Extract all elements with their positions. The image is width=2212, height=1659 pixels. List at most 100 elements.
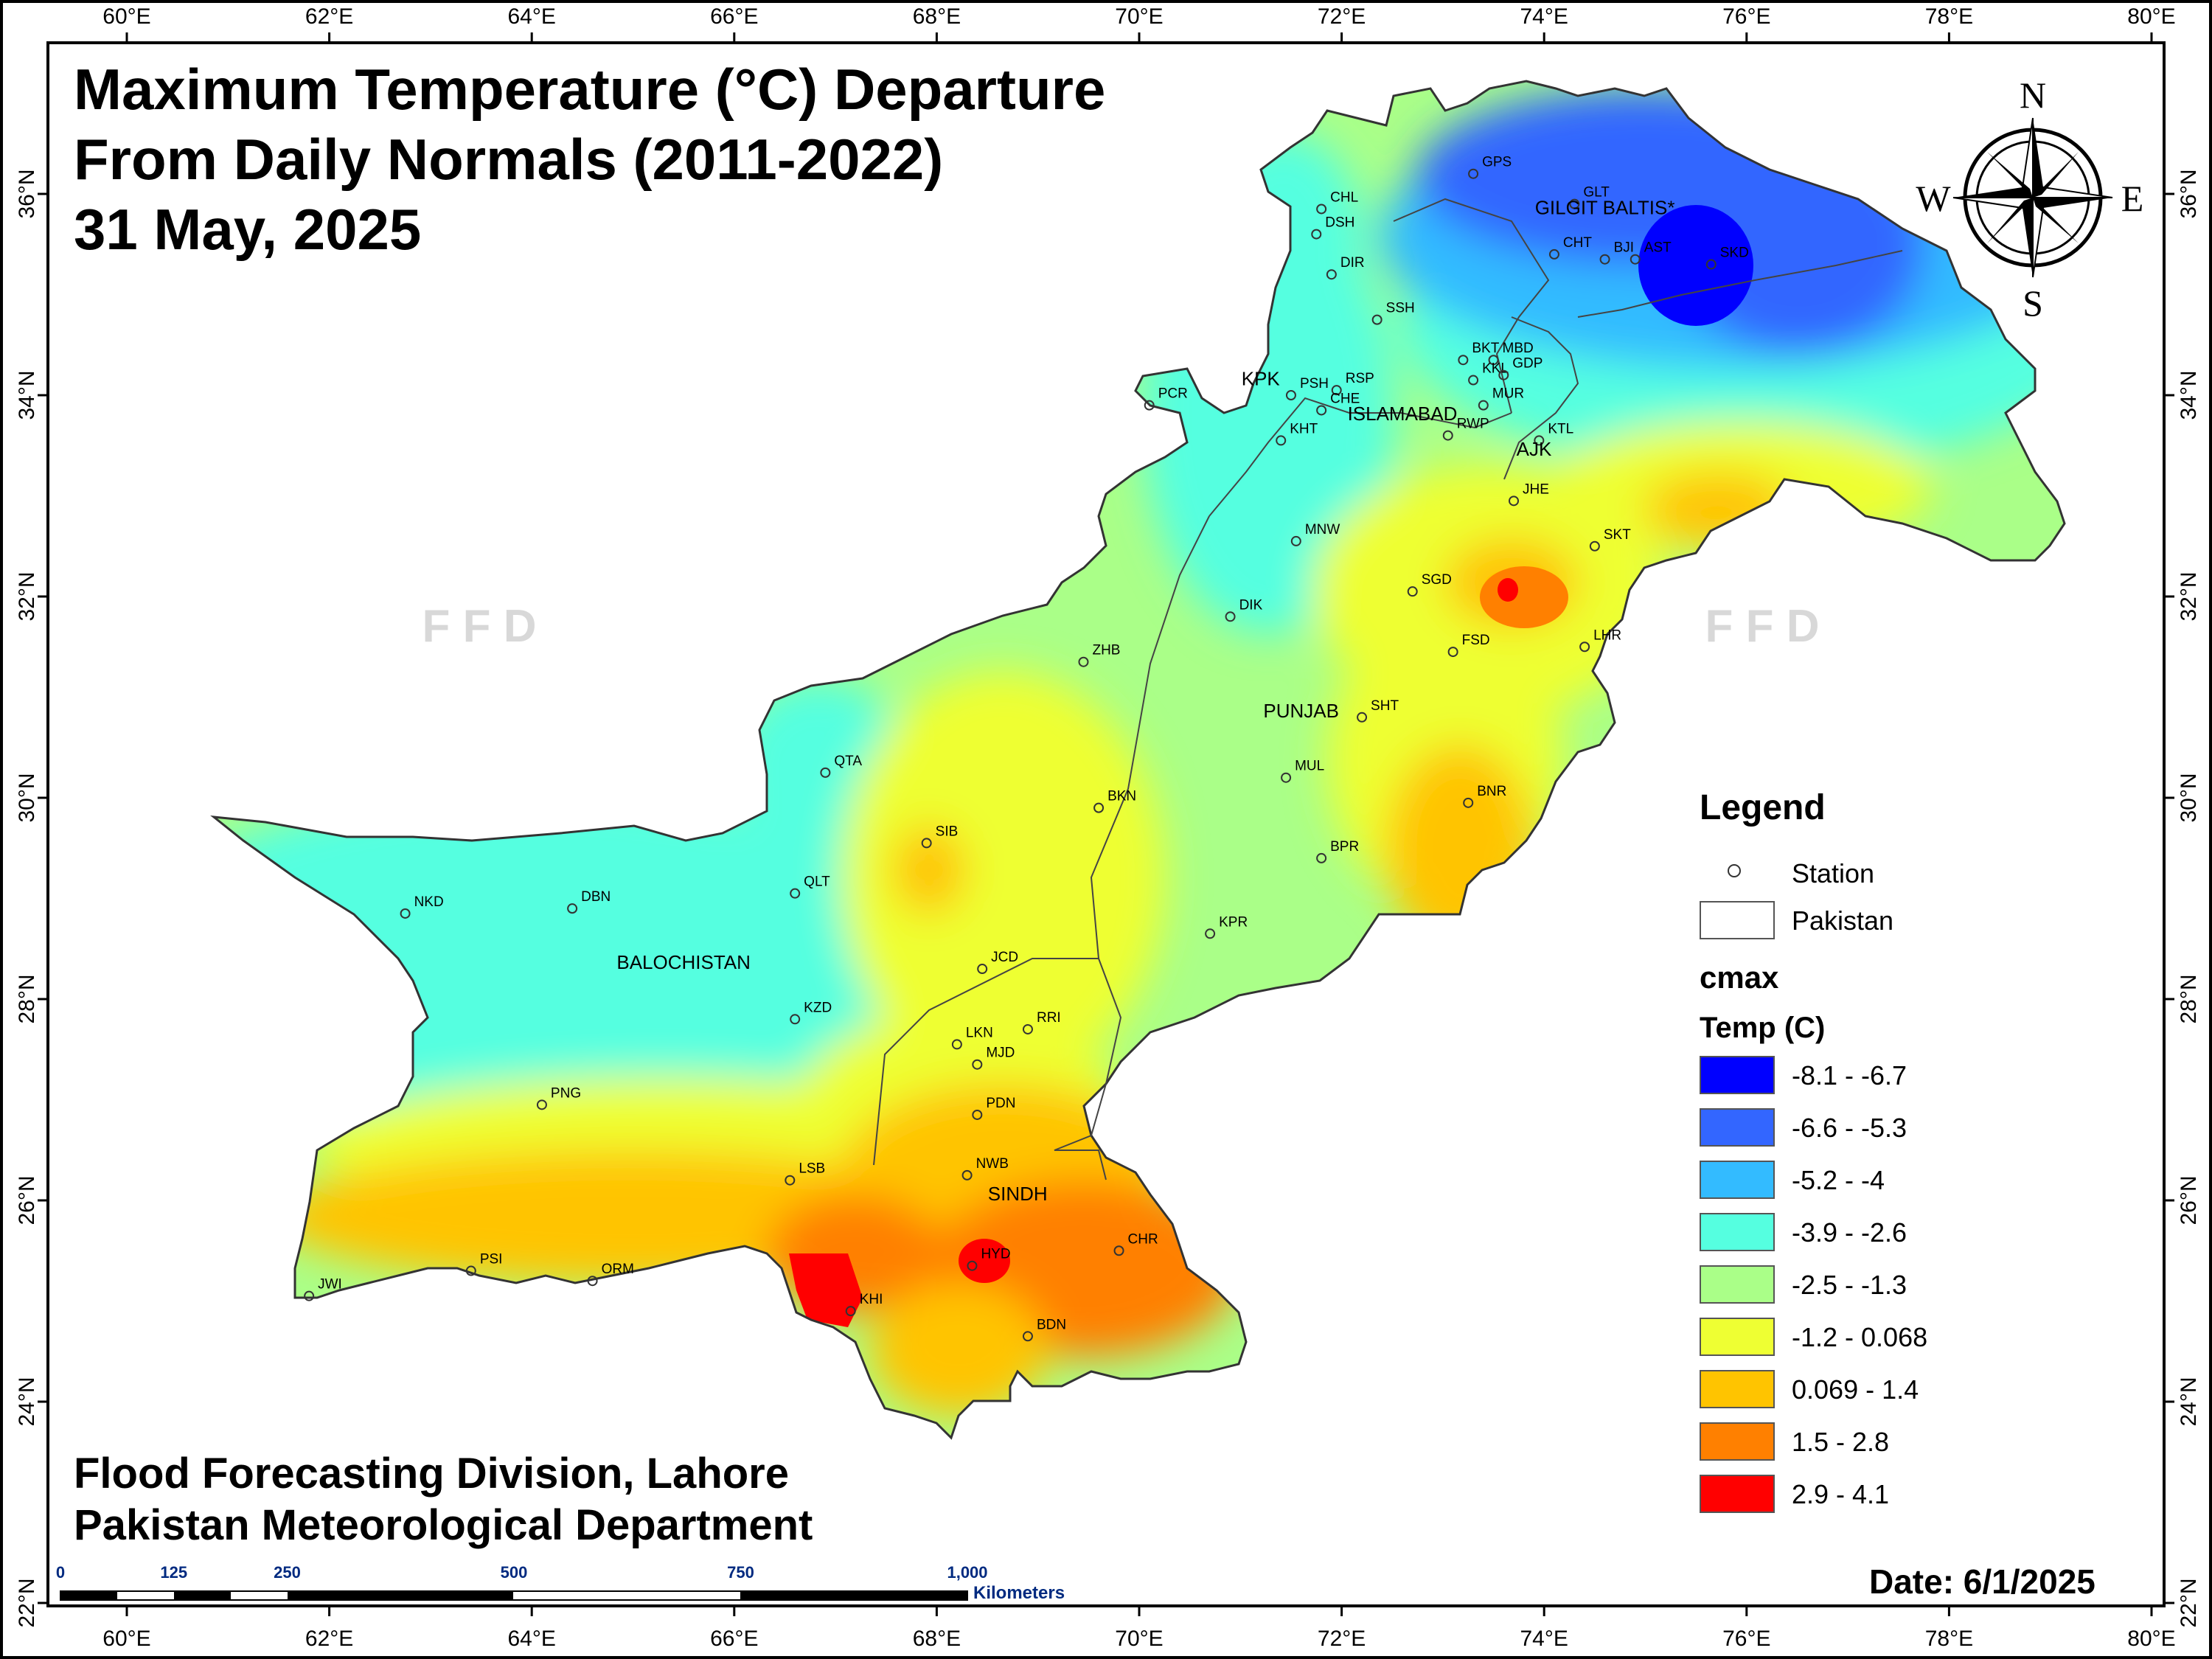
legend-class-swatch	[1700, 1370, 1775, 1408]
legend-class-entry: -1.2 - 0.068	[1700, 1318, 2142, 1356]
compass-label-e: E	[2121, 178, 2144, 219]
lat-label-right: 32°N	[2177, 571, 2201, 621]
legend-class-label: -2.5 - -1.3	[1792, 1270, 1907, 1300]
station-marker	[587, 1276, 598, 1287]
station-marker	[1144, 400, 1155, 411]
station-label: SIB	[936, 824, 959, 839]
station-label: LKN	[966, 1025, 993, 1040]
lat-label-left: 22°N	[15, 1578, 39, 1627]
province-label: GILGIT BALTIS*	[1535, 196, 1675, 218]
station-marker	[1442, 430, 1453, 441]
station-label: LHR	[1593, 627, 1621, 643]
station-label: RSP	[1346, 371, 1374, 386]
scale-tick-label: 250	[274, 1563, 301, 1582]
station-label: SKD	[1720, 246, 1749, 261]
station-label: DSH	[1325, 215, 1354, 231]
station-label: NKD	[414, 894, 444, 910]
scale-seg-2	[174, 1591, 231, 1600]
station-marker	[820, 767, 831, 778]
station-marker	[1498, 369, 1509, 380]
legend-class-entry: 1.5 - 2.8	[1700, 1422, 2142, 1461]
station-label: PDN	[986, 1096, 1015, 1111]
zone-faisalabad-hot	[1480, 566, 1568, 628]
province-label: SINDH	[988, 1183, 1048, 1205]
legend-class-entry: 2.9 - 4.1	[1700, 1475, 2142, 1513]
station-marker	[1458, 355, 1469, 366]
legend-class-label: -6.6 - -5.3	[1792, 1113, 1907, 1143]
station-marker	[1468, 168, 1479, 179]
lon-label-bottom: 76°E	[1722, 1627, 1770, 1651]
station-label: SHT	[1371, 698, 1399, 714]
station-marker	[1326, 269, 1337, 280]
lon-label-bottom: 70°E	[1115, 1627, 1163, 1651]
station-marker	[1569, 198, 1580, 209]
map-frame	[46, 41, 2166, 1607]
station-label: AST	[1644, 240, 1672, 256]
province-label: ISLAMABAD	[1348, 403, 1458, 425]
lat-label-left: 34°N	[15, 370, 39, 420]
date-label: Date: 6/1/2025	[1869, 1562, 2096, 1601]
station-label: KHT	[1290, 421, 1318, 437]
legend-class-swatch	[1700, 1056, 1775, 1094]
compass-point-n-left	[2033, 118, 2043, 198]
station-label: RWP	[1457, 417, 1489, 432]
legend-station-label: Station	[1792, 858, 1875, 888]
station-label: QTA	[834, 754, 862, 769]
lon-label-bottom: 74°E	[1520, 1627, 1568, 1651]
legend-class-entry: -5.2 - -4	[1700, 1161, 2142, 1199]
compass-point-ne	[2033, 152, 2079, 198]
zone-skardu-dark-blue	[1638, 205, 1753, 326]
province-label: KPK	[1242, 367, 1281, 389]
legend-station-entry: Station	[1700, 855, 2142, 894]
province-label: PUNJAB	[1263, 700, 1339, 722]
legend-class-swatch	[1700, 1475, 1775, 1513]
station-label: NWB	[976, 1156, 1009, 1172]
scale-tick-labels: 0 125 250 500 750 1,000	[56, 1563, 988, 1582]
lat-label-right: 28°N	[2177, 974, 2201, 1023]
station-marker	[1478, 400, 1489, 411]
station-marker	[1022, 1331, 1033, 1342]
lat-label-left: 26°N	[15, 1175, 39, 1225]
station-label: JWI	[318, 1277, 342, 1293]
station-marker	[951, 1039, 962, 1050]
station-label: GDP	[1512, 356, 1543, 372]
zone-hyderabad-red	[959, 1239, 1010, 1283]
station-label: KHI	[860, 1292, 883, 1307]
legend-class-swatch	[1700, 1265, 1775, 1304]
lat-label-left: 30°N	[15, 773, 39, 822]
station-marker	[465, 1265, 476, 1276]
zone-chitral-cyan	[1202, 133, 1364, 354]
lon-label-top: 80°E	[2127, 4, 2175, 29]
compass-point-sw	[1987, 198, 2033, 243]
watermark-left: F F D	[422, 601, 537, 652]
station-label: DIR	[1340, 255, 1365, 271]
compass-point-w-left	[1953, 187, 2033, 198]
legend-class-entry: -8.1 - -6.7	[1700, 1056, 2142, 1094]
station-label: MBD	[1503, 341, 1534, 356]
compass-label-n: N	[2020, 74, 2046, 116]
station-marker	[1022, 1023, 1033, 1034]
lon-label-bottom: 80°E	[2127, 1627, 2175, 1651]
lon-label-bottom: 62°E	[305, 1627, 353, 1651]
station-label: KTL	[1548, 421, 1573, 437]
station-marker	[1468, 375, 1479, 386]
station-label: KPR	[1219, 914, 1248, 930]
station-label: HYD	[981, 1247, 1010, 1262]
legend-class-entry: -3.9 - -2.6	[1700, 1213, 2142, 1251]
station-label: ORM	[602, 1262, 634, 1277]
station-label: BKN	[1107, 789, 1136, 804]
station-label: BDN	[1037, 1317, 1066, 1332]
station-marker	[1488, 355, 1499, 366]
station-marker	[1705, 259, 1717, 270]
legend-class-entry: -2.5 - -1.3	[1700, 1265, 2142, 1304]
zone-kalat-cyan	[664, 841, 841, 1077]
credit-line-1: Flood Forecasting Division, Lahore	[74, 1450, 789, 1498]
station-marker	[1316, 204, 1327, 215]
legend-class-label: -3.9 - -2.6	[1792, 1217, 1907, 1248]
lat-label-left: 36°N	[15, 169, 39, 218]
station-label: MUL	[1295, 759, 1324, 774]
station-label: SKT	[1604, 527, 1631, 543]
station-label: CHL	[1330, 189, 1358, 205]
